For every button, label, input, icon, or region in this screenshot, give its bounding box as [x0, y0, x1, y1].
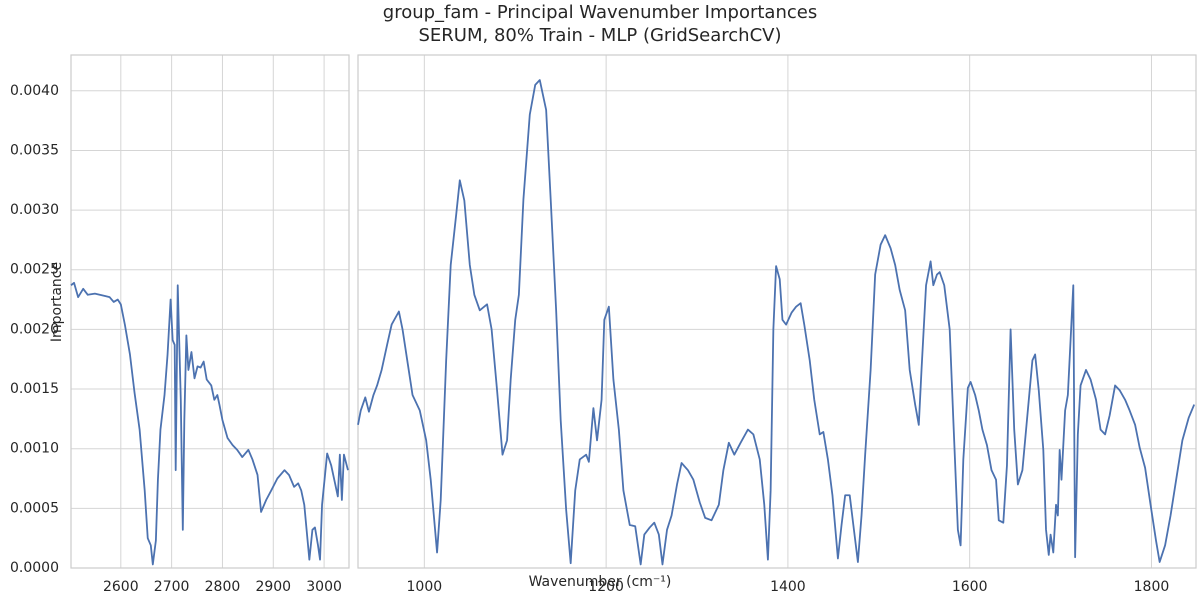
plot-frame	[70, 54, 350, 569]
y-tick-label: 0.0020	[10, 321, 59, 337]
y-tick-label: 0.0025	[10, 262, 59, 278]
x-tick-label: 2900	[255, 579, 291, 595]
data-line	[70, 281, 349, 566]
x-tick-label: 2600	[103, 579, 139, 595]
chart-subtitle: SERUM, 80% Train - MLP (GridSearchCV)	[419, 25, 782, 46]
y-tick-label: 0.0030	[10, 202, 59, 218]
x-tick-label: 1400	[770, 579, 806, 595]
x-tick-label: 1200	[588, 579, 624, 595]
y-axis-label: Importance	[49, 262, 65, 342]
chart-title: group_fam - Principal Wavenumber Importa…	[383, 2, 817, 23]
y-tick-label: 0.0040	[10, 83, 59, 99]
y-tick-label: 0.0015	[10, 381, 59, 397]
y-tick-label: 0.0005	[10, 500, 59, 516]
data-line	[357, 79, 1196, 566]
y-tick-label: 0.0010	[10, 441, 59, 457]
y-tick-label: 0.0035	[10, 142, 59, 158]
plot-frame	[357, 54, 1197, 569]
x-tick-label: 1000	[407, 579, 443, 595]
x-tick-label: 2700	[154, 579, 190, 595]
x-axis-label: Wavenumber (cm⁻¹)	[529, 574, 672, 590]
y-tick-label: 0.0000	[10, 560, 59, 576]
x-tick-label: 3000	[306, 579, 342, 595]
x-tick-label: 1800	[1134, 579, 1170, 595]
x-tick-label: 2800	[205, 579, 241, 595]
x-tick-label: 1600	[952, 579, 988, 595]
